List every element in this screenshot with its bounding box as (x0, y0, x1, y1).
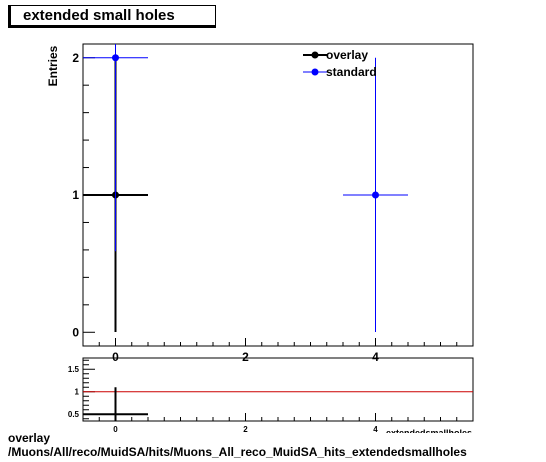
chart-title: extended small holes (8, 5, 216, 28)
y-tick-label: 1 (75, 388, 80, 397)
footer-line-1: overlay (8, 431, 51, 445)
footer-line-2: /Muons/All/reco/MuidSA/hits/Muons_All_re… (8, 445, 467, 459)
main-axes: 0 2 4 0 1 2 (72, 51, 474, 364)
x-tick-label: 0 (113, 425, 118, 434)
legend-standard-marker (311, 68, 319, 76)
main-marks (83, 44, 408, 332)
y-tick-label: 1.5 (68, 365, 80, 374)
footer-caption: overlay /Muons/All/reco/MuidSA/hits/Muon… (8, 431, 467, 459)
x-tick-label: 4 (373, 425, 378, 434)
x-tick-label: 2 (242, 350, 249, 364)
ratio-marks (83, 387, 473, 421)
y-tick-label: 1 (72, 188, 79, 202)
y-tick-label: 0 (72, 325, 79, 339)
y-tick-label: 2 (72, 51, 79, 65)
ratio-axes: 0 2 4 0.5 1 1.5 (68, 359, 474, 434)
data-point-standard (372, 191, 379, 199)
x-tick-label: 2 (243, 425, 248, 434)
legend-overlay-marker (311, 51, 319, 59)
legend-standard-label: standard (326, 65, 377, 79)
legend-overlay-label: overlay (326, 48, 368, 62)
ratio-plot-frame (82, 357, 474, 422)
y-axis-title: Entries (46, 45, 60, 86)
x-tick-label: 4 (372, 350, 379, 364)
x-tick-label: 0 (112, 350, 119, 364)
data-point-standard (112, 54, 119, 62)
x-axis-title: extendedsmallholes (386, 428, 472, 438)
y-tick-label: 0.5 (68, 410, 80, 419)
legend: overlay standard (303, 48, 377, 79)
